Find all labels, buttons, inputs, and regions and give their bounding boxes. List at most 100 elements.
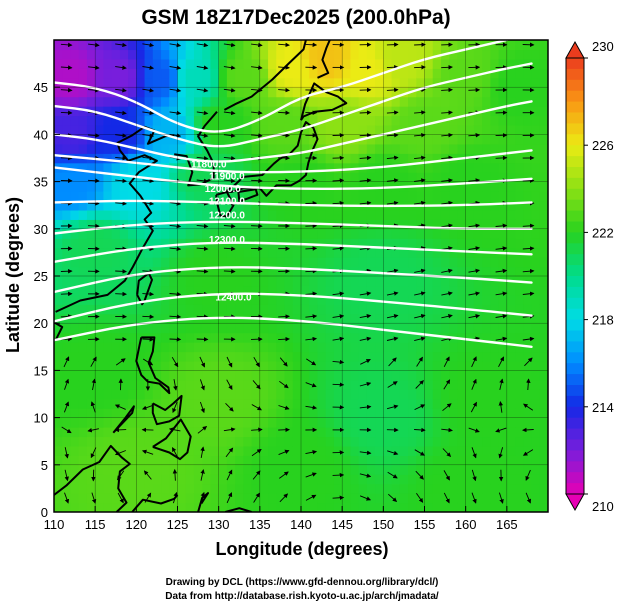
field-cell <box>440 276 450 287</box>
field-cell <box>235 219 244 230</box>
field-cell <box>169 228 179 239</box>
field-cell <box>185 181 195 192</box>
field-cell <box>276 323 286 334</box>
field-cell <box>408 304 417 315</box>
wind-arrow <box>64 469 69 482</box>
field-cell <box>325 351 335 362</box>
field-cell <box>366 68 376 79</box>
field-cell <box>251 332 261 343</box>
field-cell <box>103 502 113 512</box>
field-cell <box>424 313 434 324</box>
field-cell <box>523 247 533 258</box>
field-cell <box>111 172 121 183</box>
field-cell <box>235 455 244 466</box>
field-cell <box>152 106 162 117</box>
field-cell <box>457 257 467 268</box>
field-cell <box>169 323 179 334</box>
field-cell <box>152 370 162 381</box>
field-cell <box>243 474 253 485</box>
field-cell <box>399 134 409 145</box>
field-cell <box>62 238 72 249</box>
colorbar-segment <box>566 428 584 440</box>
field-cell <box>70 134 80 145</box>
wind-arrow <box>471 469 477 482</box>
wind-arrow <box>523 403 534 411</box>
field-cell <box>144 351 154 362</box>
field-cell <box>235 436 244 447</box>
wind-arrow <box>359 473 372 478</box>
field-cell <box>62 323 72 334</box>
field-cell <box>342 68 351 79</box>
y-tick-label: 40 <box>34 127 48 142</box>
field-cell <box>161 294 170 305</box>
field-cell <box>539 143 548 154</box>
field-cell <box>506 360 516 371</box>
field-cell <box>457 106 467 117</box>
field-cell <box>70 247 80 258</box>
field-cell <box>325 445 335 456</box>
field-cell <box>177 106 187 117</box>
field-cell <box>432 96 442 107</box>
field-cell <box>169 257 179 268</box>
field-cell <box>358 493 368 504</box>
wind-arrow <box>499 378 504 391</box>
wind-arrow <box>414 268 426 274</box>
field-cell <box>449 266 459 277</box>
field-cell <box>317 58 327 69</box>
field-cell <box>342 96 351 107</box>
field-cell <box>432 134 442 145</box>
field-cell <box>375 191 384 202</box>
wind-arrow <box>386 336 399 342</box>
field-cell <box>391 483 401 494</box>
field-cell <box>70 323 80 334</box>
field-cell <box>490 96 500 107</box>
field-cell <box>473 360 483 371</box>
field-cell <box>243 455 253 466</box>
wind-arrow <box>441 65 453 70</box>
field-cell <box>119 351 129 362</box>
field-cell <box>284 115 294 126</box>
field-cell <box>309 464 319 475</box>
field-cell <box>259 181 269 192</box>
field-cell <box>424 49 434 60</box>
field-cell <box>185 351 195 362</box>
field-cell <box>408 493 417 504</box>
field-cell <box>210 209 220 220</box>
field-cell <box>185 58 195 69</box>
field-cell <box>432 106 442 117</box>
field-cell <box>218 370 228 381</box>
field-cell <box>78 360 88 371</box>
field-cell <box>358 445 368 456</box>
field-cell <box>490 427 500 438</box>
field-cell <box>482 474 491 485</box>
field-cell <box>284 162 294 173</box>
field-cell <box>506 398 516 409</box>
field-cell <box>424 238 434 249</box>
field-cell <box>416 502 426 512</box>
field-cell <box>243 228 253 239</box>
field-cell <box>309 181 319 192</box>
wind-arrow <box>386 314 399 319</box>
wind-arrow <box>142 291 155 297</box>
field-cell <box>169 502 179 512</box>
field-cell <box>506 143 516 154</box>
field-cell <box>62 49 72 60</box>
field-cell <box>317 455 327 466</box>
field-cell <box>193 389 203 400</box>
field-cell <box>383 209 393 220</box>
field-cell <box>62 304 72 315</box>
wind-arrow <box>196 269 209 274</box>
field-cell <box>482 493 491 504</box>
field-cell <box>350 124 360 135</box>
field-cell <box>449 360 459 371</box>
field-cell <box>210 134 220 145</box>
field-cell <box>375 445 384 456</box>
field-cell <box>301 209 310 220</box>
field-cell <box>202 493 212 504</box>
field-cell <box>70 124 80 135</box>
field-cell <box>309 408 319 419</box>
field-cell <box>169 389 179 400</box>
field-cell <box>177 445 187 456</box>
wind-arrow <box>250 223 263 229</box>
field-cell <box>243 323 253 334</box>
